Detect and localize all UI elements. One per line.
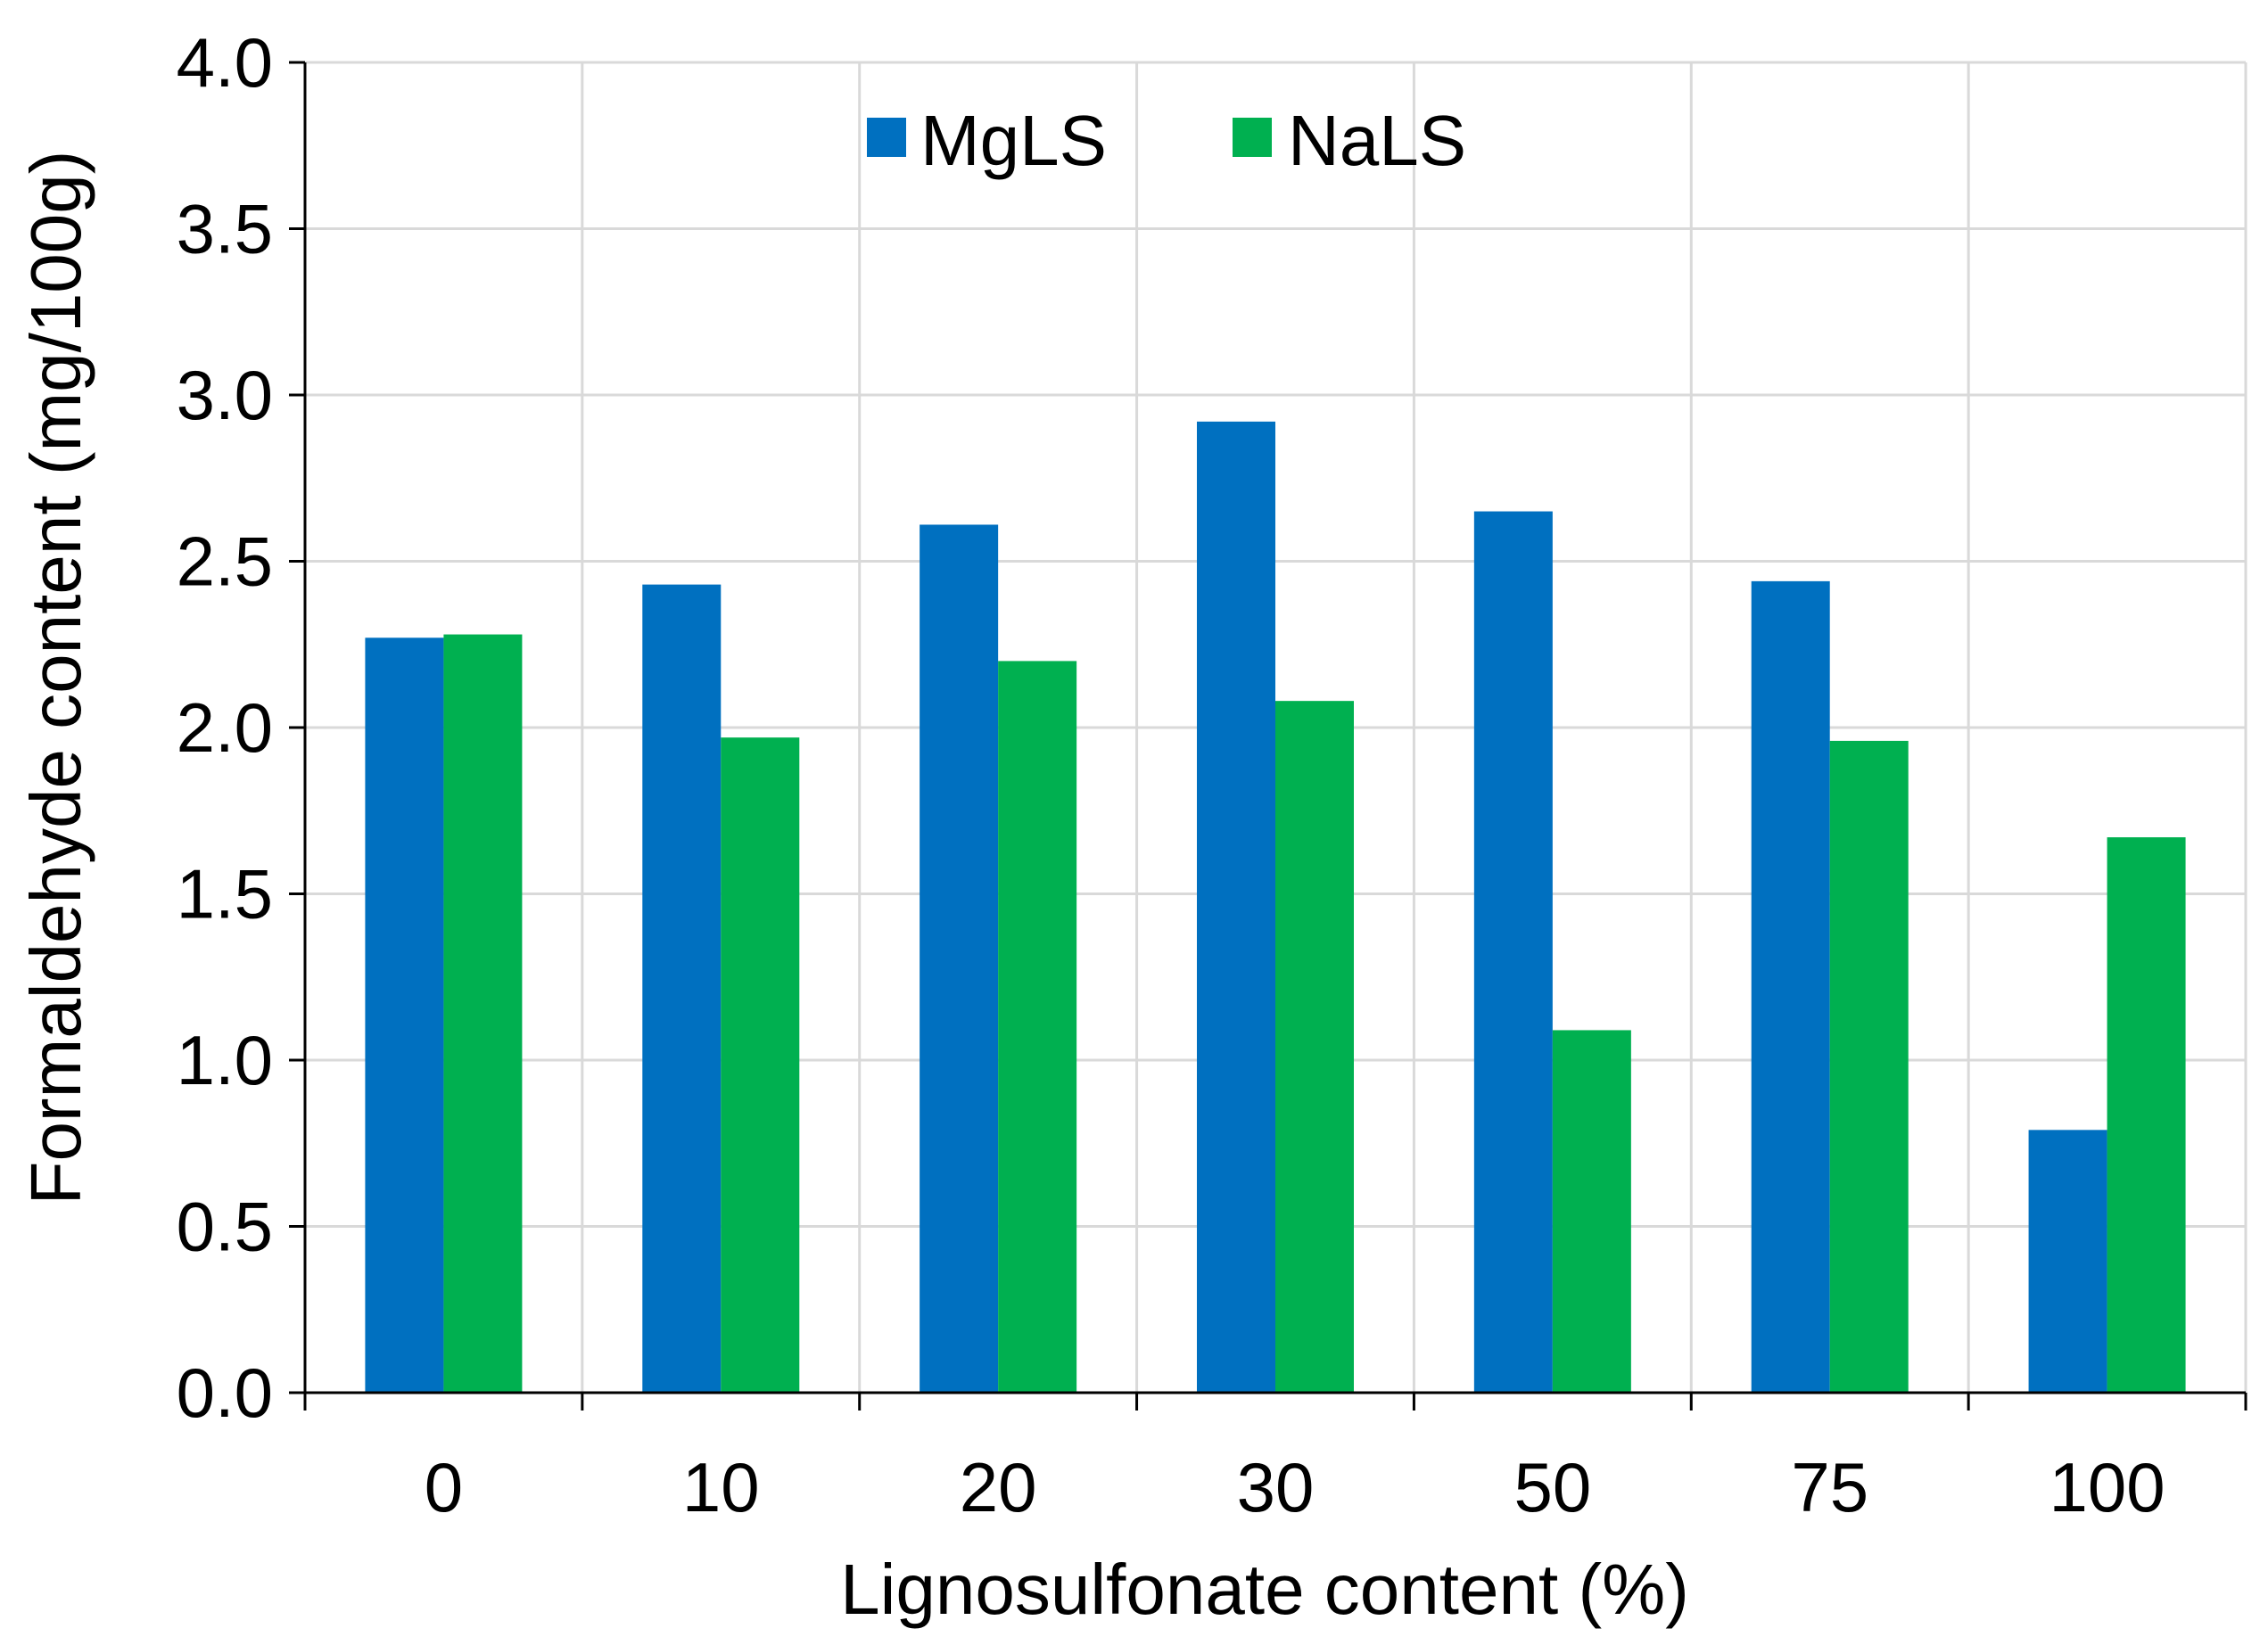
y-tick-label: 0.5 bbox=[177, 1188, 273, 1266]
bar-nals-30 bbox=[1275, 701, 1354, 1393]
legend: MgLS NaLS bbox=[867, 101, 1466, 180]
bar-mgls-0 bbox=[365, 637, 444, 1393]
bar-mgls-10 bbox=[642, 584, 722, 1393]
x-tick-label: 50 bbox=[1513, 1448, 1591, 1526]
x-tick-label: 0 bbox=[425, 1448, 463, 1526]
bar-mgls-20 bbox=[920, 524, 999, 1393]
y-tick-label: 2.5 bbox=[177, 522, 273, 601]
y-tick-label: 1.5 bbox=[177, 855, 273, 934]
bar-nals-20 bbox=[998, 661, 1077, 1393]
bar-mgls-75 bbox=[1751, 580, 1830, 1393]
y-tick-label: 2.0 bbox=[177, 688, 273, 767]
bar-nals-0 bbox=[443, 634, 523, 1393]
x-tick-label: 100 bbox=[2049, 1448, 2165, 1526]
bar-nals-100 bbox=[2107, 837, 2186, 1393]
tick-labels: 0.0 0.5 1.0 1.5 2.0 2.5 3.0 3.5 4.0 0 10 20 30 50 75 10… bbox=[177, 23, 2165, 1526]
y-axis-title: Formaldehyde content (mg/100g) bbox=[16, 151, 95, 1205]
bar-nals-75 bbox=[1829, 740, 1909, 1393]
x-tick-label: 20 bbox=[960, 1448, 1037, 1526]
legend-label-nals: NaLS bbox=[1288, 101, 1466, 180]
bars bbox=[365, 421, 2186, 1394]
x-tick-label: 30 bbox=[1237, 1448, 1315, 1526]
x-tick-label: 10 bbox=[682, 1448, 760, 1526]
y-tick-label: 0.0 bbox=[177, 1353, 273, 1432]
bar-mgls-50 bbox=[1473, 511, 1553, 1393]
y-tick-label: 3.5 bbox=[177, 190, 273, 268]
y-tick-label: 1.0 bbox=[177, 1021, 273, 1099]
bar-mgls-100 bbox=[2028, 1130, 2107, 1393]
bar-nals-50 bbox=[1552, 1030, 1631, 1393]
bar-nals-10 bbox=[721, 737, 800, 1393]
bar-mgls-30 bbox=[1197, 421, 1275, 1394]
legend-swatch-nals bbox=[1233, 118, 1272, 157]
legend-swatch-mgls bbox=[867, 118, 906, 157]
y-tick-label: 3.0 bbox=[177, 356, 273, 434]
legend-label-mgls: MgLS bbox=[920, 101, 1107, 180]
ticks bbox=[289, 61, 2247, 1411]
y-tick-label: 4.0 bbox=[177, 23, 273, 102]
x-tick-label: 75 bbox=[1791, 1448, 1868, 1526]
x-axis-title: Lignosulfonate content (%) bbox=[840, 1550, 1689, 1629]
